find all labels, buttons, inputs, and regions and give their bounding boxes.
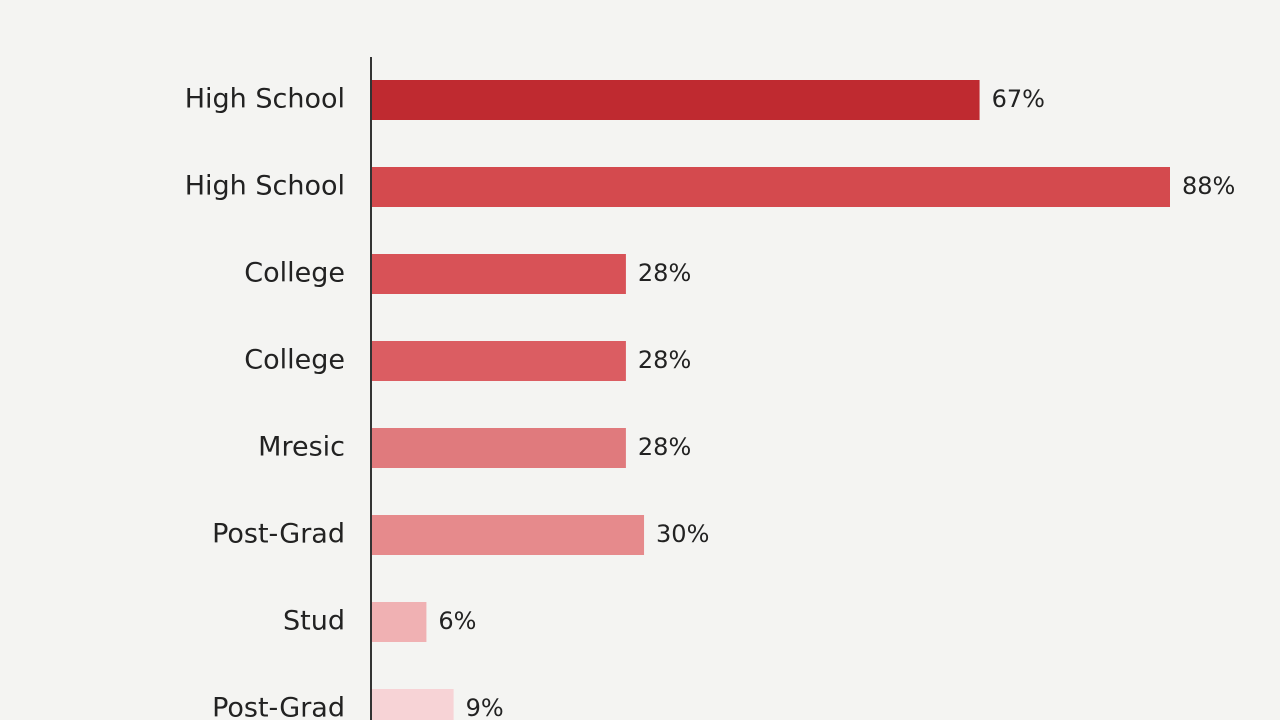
bar: [372, 341, 626, 381]
bar: [372, 602, 427, 642]
value-label: 28%: [638, 433, 691, 461]
category-label: Mresic: [258, 432, 345, 463]
value-label: 9%: [466, 694, 504, 720]
bar: [372, 167, 1170, 207]
category-label: Post-Grad: [212, 693, 345, 720]
category-label: Stud: [283, 606, 345, 637]
bar: [372, 428, 626, 468]
value-label: 28%: [638, 346, 691, 374]
value-label: 28%: [638, 259, 691, 287]
value-label: 67%: [992, 85, 1045, 113]
bar: [372, 254, 626, 294]
category-label: High School: [185, 171, 345, 202]
category-label: College: [244, 258, 345, 289]
category-label: College: [244, 345, 345, 376]
bar: [372, 515, 645, 555]
value-label: 6%: [438, 607, 476, 635]
bar: [372, 80, 980, 120]
value-label: 30%: [656, 520, 709, 548]
value-label: 88%: [1182, 172, 1235, 200]
bar: [372, 689, 454, 720]
category-label: High School: [185, 84, 345, 115]
category-label: Post-Grad: [212, 519, 345, 550]
